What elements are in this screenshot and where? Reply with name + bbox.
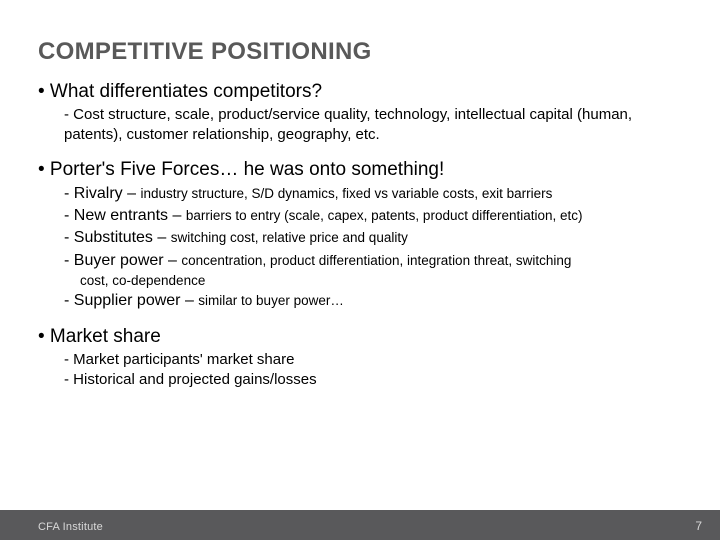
newentrants-lead: - New entrants – xyxy=(64,207,186,224)
bullet-market-share: • Market share xyxy=(38,327,682,346)
sub-supplier-power: - Supplier power – similar to buyer powe… xyxy=(64,290,682,312)
page-number: 7 xyxy=(695,519,702,533)
bullet-differentiates: • What differentiates competitors? xyxy=(38,82,682,101)
sub-cost-structure: - Cost structure, scale, product/service… xyxy=(64,105,682,146)
rivalry-lead: - Rivalry – xyxy=(64,185,140,202)
buyer-lead: - Buyer power – xyxy=(64,252,181,269)
sub-historical-projected: - Historical and projected gains/losses xyxy=(64,370,682,390)
slide: COMPETITIVE POSITIONING • What different… xyxy=(0,0,720,540)
rivalry-tail: industry structure, S/D dynamics, fixed … xyxy=(140,186,552,201)
slide-title: COMPETITIVE POSITIONING xyxy=(38,38,682,66)
slide-content: • What differentiates competitors? - Cos… xyxy=(38,82,682,390)
subs-lead: - Substitutes – xyxy=(64,229,171,246)
footer-logo: CFA Institute xyxy=(38,521,103,533)
sub-buyer-power-cont: cost, co-dependence xyxy=(80,272,682,290)
supplier-lead: - Supplier power – xyxy=(64,292,198,309)
supplier-tail: similar to buyer power… xyxy=(198,293,344,308)
sub-new-entrants: - New entrants – barriers to entry (scal… xyxy=(64,205,682,227)
buyer-tail: concentration, product differentiation, … xyxy=(181,253,571,268)
sub-buyer-power: - Buyer power – concentration, product d… xyxy=(64,250,682,272)
footer-bar: CFA Institute 7 xyxy=(0,510,720,540)
sub-market-participants: - Market participants' market share xyxy=(64,350,682,370)
bullet-porter: • Porter's Five Forces… he was onto some… xyxy=(38,160,682,179)
sub-substitutes: - Substitutes – switching cost, relative… xyxy=(64,227,682,249)
sub-rivalry: - Rivalry – industry structure, S/D dyna… xyxy=(64,183,682,205)
newentrants-tail: barriers to entry (scale, capex, patents… xyxy=(186,208,583,223)
subs-tail: switching cost, relative price and quali… xyxy=(171,230,408,245)
